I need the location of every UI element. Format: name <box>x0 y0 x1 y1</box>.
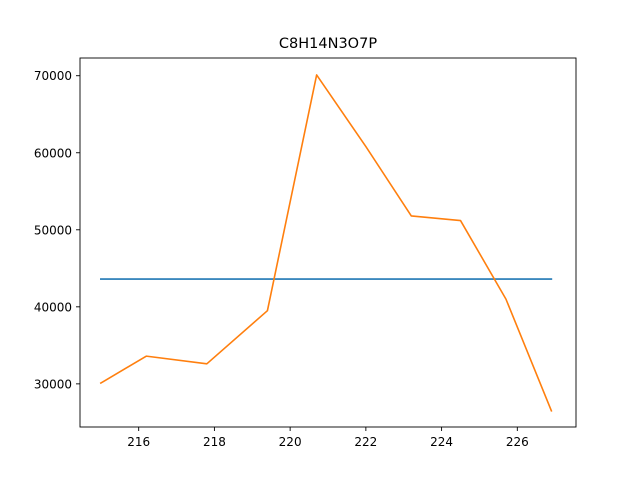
x-tick-label: 220 <box>279 435 302 449</box>
y-tick-label: 30000 <box>34 377 72 391</box>
x-tick-label: 218 <box>203 435 226 449</box>
x-tick-label: 222 <box>354 435 377 449</box>
x-tick-label: 224 <box>430 435 453 449</box>
plot-frame <box>79 57 577 428</box>
axes: 216 218 220 222 224 226 30000 40000 50000 60000 70… <box>34 57 577 449</box>
x-tick-label: 216 <box>127 435 150 449</box>
chart-title: C8H14N3O7P <box>279 36 377 52</box>
y-tick-label: 50000 <box>34 223 72 237</box>
plot-area <box>99 74 553 412</box>
x-tick-label: 226 <box>506 435 529 449</box>
y-tick-label: 60000 <box>34 146 72 160</box>
series-line-2 <box>99 74 553 412</box>
y-tick-label: 40000 <box>34 300 72 314</box>
y-tick-label: 70000 <box>34 69 72 83</box>
